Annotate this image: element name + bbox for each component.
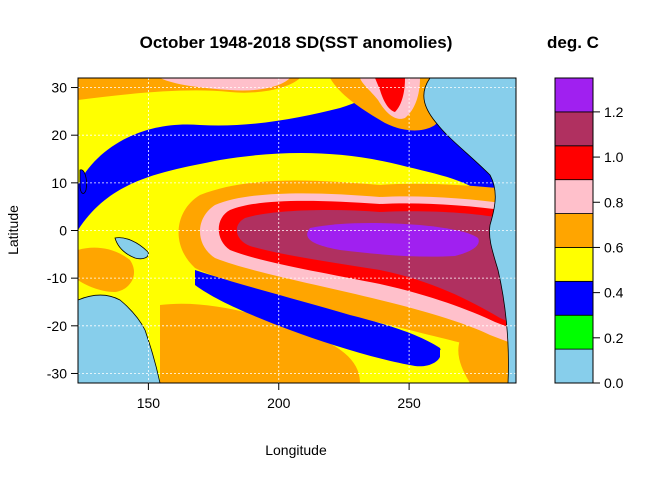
chart-title: October 1948-2018 SD(SST anomolies) — [140, 33, 453, 52]
colorbar-tick-label: 1.2 — [604, 104, 624, 120]
colorbar-tick-label: 0.2 — [604, 330, 624, 346]
contour-band-orange-indonesia — [78, 247, 135, 292]
land-philippines — [79, 169, 87, 194]
colorbar-tick-label: 0.6 — [604, 239, 624, 255]
contour-band-pink-north — [160, 78, 290, 91]
y-axis-label: Latitude — [5, 205, 21, 255]
contour-band-purple-equatorial — [307, 223, 479, 257]
y-tick-label: 10 — [51, 175, 67, 191]
land-americas — [423, 78, 516, 383]
y-axis: -30 -20 -10 0 10 20 30 — [47, 80, 78, 381]
colorbar-swatch — [554, 247, 594, 282]
colorbar-swatch — [554, 348, 594, 384]
y-tick-label: 30 — [51, 80, 67, 96]
x-tick-label: 200 — [267, 395, 291, 411]
x-tick-label: 150 — [137, 395, 161, 411]
contour-band-red-northeast — [375, 78, 405, 112]
contour-band-yellow-north — [78, 78, 375, 160]
colorbar-swatch — [554, 314, 594, 350]
y-tick-label: 20 — [51, 127, 67, 143]
colorbar-tick-label: 0.0 — [604, 375, 624, 391]
land-masses — [78, 78, 516, 383]
colorbar-swatch — [554, 111, 594, 147]
contour-band-orange-southwest — [160, 303, 360, 383]
colorbar-tick-label: 0.8 — [604, 194, 624, 210]
colorbar-swatch — [554, 179, 594, 214]
colorbar-swatch — [554, 213, 594, 248]
gridlines — [78, 78, 516, 383]
colorbar-tick-label: 1.0 — [604, 149, 624, 165]
colorbar-title: deg. C — [547, 33, 599, 52]
y-tick-label: -10 — [47, 270, 67, 286]
x-tick-label: 250 — [397, 395, 421, 411]
colorbar-swatch — [554, 77, 594, 113]
land-australia — [78, 294, 161, 383]
colorbar-frame — [554, 77, 594, 384]
colorbar-swatch — [554, 145, 594, 181]
y-tick-label: 0 — [59, 223, 67, 239]
y-tick-label: -20 — [47, 318, 67, 334]
sst-sd-field — [78, 78, 516, 383]
colorbar-swatch — [554, 280, 594, 316]
land-new-guinea — [114, 237, 149, 260]
plot-area — [78, 78, 516, 383]
contour-band-blue-south — [195, 270, 441, 367]
y-tick-label: -30 — [47, 365, 67, 381]
x-axis-label: Longitude — [265, 442, 327, 458]
x-axis: 150 200 250 — [137, 383, 421, 411]
contour-band-orange-southeast — [458, 340, 516, 383]
colorbar-tick-label: 0.4 — [604, 285, 624, 301]
colorbar: 0.0 0.2 0.4 0.6 0.8 1.0 1.2 — [554, 77, 624, 391]
